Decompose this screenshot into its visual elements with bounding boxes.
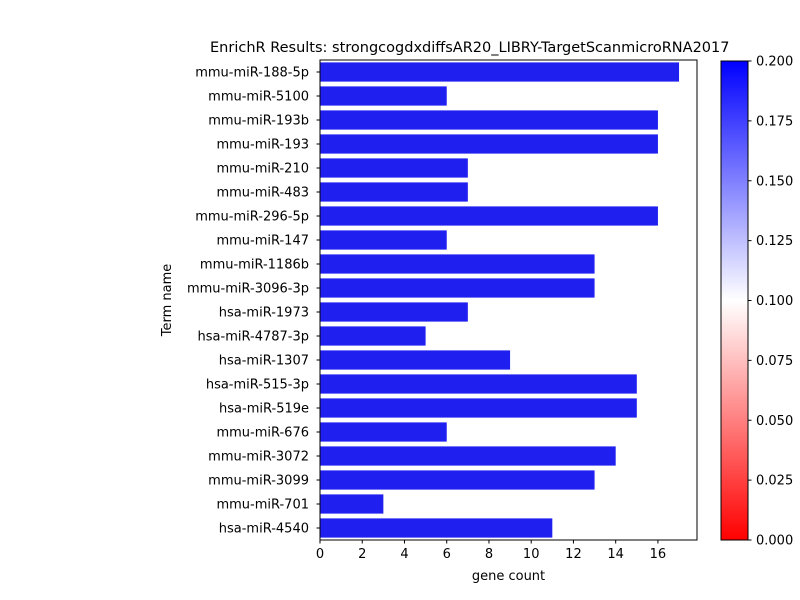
y-tick-label: mmu-miR-483 — [216, 186, 309, 201]
colorbar-tick-label: 0.175 — [756, 114, 793, 129]
colorbar-tick-label: 0.150 — [756, 174, 793, 189]
x-tick-labels: 0 2 4 6 8 10 12 14 16 — [316, 540, 666, 562]
bar-mmu-miR-193b — [320, 110, 658, 130]
y-tick-label: mmu-miR-210 — [216, 162, 309, 177]
x-tick-label: 14 — [607, 547, 624, 562]
y-tick-label: mmu-miR-701 — [216, 498, 309, 513]
bar-mmu-miR-5100 — [320, 86, 447, 106]
colorbar-tick-label: 0.025 — [756, 474, 793, 489]
y-tick-label: hsa-miR-519e — [219, 402, 309, 417]
y-tick-label: mmu-miR-1186b — [200, 258, 309, 273]
y-tick-label: hsa-miR-4787-3p — [198, 330, 309, 345]
bar-mmu-miR-3072 — [320, 446, 616, 466]
x-tick-label: 6 — [443, 547, 451, 562]
bars-group — [320, 62, 680, 538]
x-tick-label: 2 — [358, 547, 366, 562]
y-tick-label: mmu-miR-188-5p — [195, 66, 309, 81]
bar-mmu-miR-3099 — [320, 470, 595, 490]
bar-mmu-miR-483 — [320, 182, 468, 202]
bar-mmu-miR-210 — [320, 158, 468, 178]
y-tick-labels: mmu-miR-188-5p mmu-miR-5100 mmu-miR-193b mm… — [187, 66, 320, 537]
y-tick-label: mmu-miR-3072 — [208, 450, 309, 465]
x-tick-label: 12 — [565, 547, 582, 562]
x-tick-label: 0 — [316, 547, 324, 562]
colorbar — [720, 60, 749, 541]
y-tick-label: mmu-miR-676 — [216, 426, 309, 441]
bar-hsa-miR-4540 — [320, 518, 553, 538]
x-axis-label: gene count — [472, 569, 545, 584]
y-tick-label: hsa-miR-1307 — [219, 354, 309, 369]
y-tick-label: mmu-miR-296-5p — [195, 210, 309, 225]
y-tick-label: mmu-miR-3096-3p — [187, 282, 309, 297]
chart-title: EnrichR Results: strongcogdxdiffsAR20_LI… — [210, 40, 729, 56]
colorbar-tick-label: 0.050 — [756, 414, 793, 429]
y-tick-label: mmu-miR-147 — [216, 234, 309, 249]
bar-mmu-miR-701 — [320, 494, 384, 514]
bar-mmu-miR-296-5p — [320, 206, 658, 226]
y-tick-label: mmu-miR-5100 — [208, 90, 309, 105]
bar-hsa-miR-515-3p — [320, 374, 637, 394]
plot-frame — [319, 59, 698, 541]
y-tick-label: mmu-miR-3099 — [208, 474, 309, 489]
y-tick-label: mmu-miR-193 — [216, 138, 309, 153]
bar-mmu-miR-1186b — [320, 254, 595, 274]
colorbar-tick-label: 0.200 — [756, 55, 793, 70]
bar-mmu-miR-3096-3p — [320, 278, 595, 298]
bar-mmu-miR-188-5p — [320, 62, 680, 82]
colorbar-tick-label: 0.125 — [756, 234, 793, 249]
bar-hsa-miR-4787-3p — [320, 326, 426, 346]
bar-mmu-miR-676 — [320, 422, 447, 442]
colorbar-ticks: 0.000 0.025 0.050 0.075 0.100 0.125 0.150 0.175… — [748, 55, 793, 549]
bar-mmu-miR-147 — [320, 230, 447, 250]
y-tick-label: hsa-miR-1973 — [219, 306, 309, 321]
bar-hsa-miR-519e — [320, 398, 637, 418]
y-tick-label: mmu-miR-193b — [208, 114, 309, 129]
colorbar-tick-label: 0.075 — [756, 354, 793, 369]
bar-hsa-miR-1973 — [320, 302, 468, 322]
y-tick-label: hsa-miR-4540 — [219, 522, 309, 537]
x-tick-label: 4 — [400, 547, 408, 562]
x-tick-label: 10 — [523, 547, 540, 562]
colorbar-tick-label: 0.000 — [756, 534, 793, 549]
x-tick-label: 8 — [485, 547, 493, 562]
x-tick-label: 16 — [650, 547, 667, 562]
bar-mmu-miR-193 — [320, 134, 658, 154]
y-tick-label: hsa-miR-515-3p — [206, 378, 309, 393]
colorbar-tick-label: 0.100 — [756, 294, 793, 309]
y-axis-label: Term name — [160, 264, 175, 338]
bar-hsa-miR-1307 — [320, 350, 511, 370]
